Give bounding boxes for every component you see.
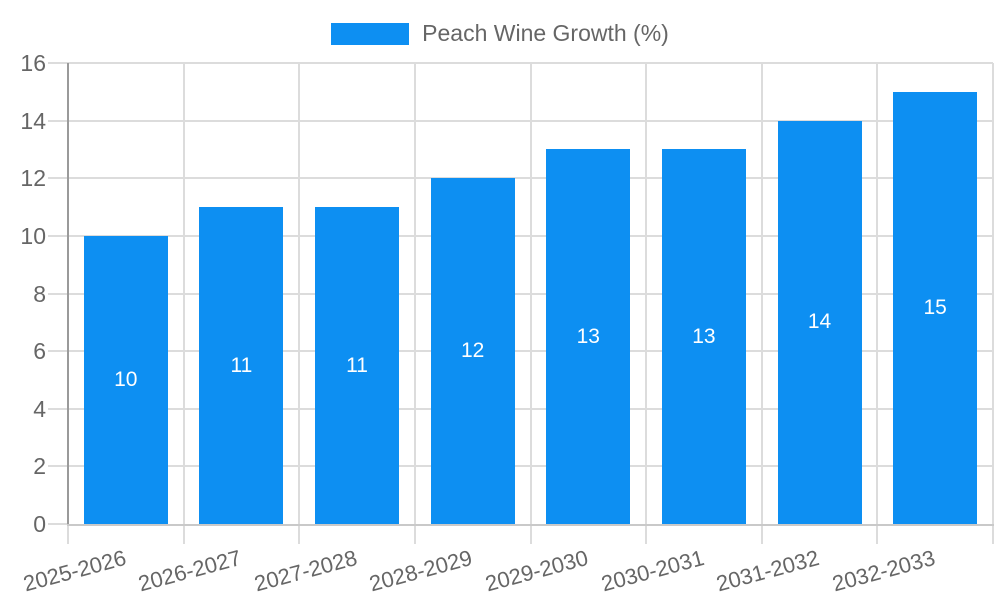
- x-axis-tick: [182, 524, 185, 544]
- y-axis-tick: [48, 465, 68, 468]
- y-axis-tick-label: 12: [20, 165, 46, 192]
- plot-area: 0 2 4 6 8 10 12 14 16 10 11 11 12 13 13 14 15 2025-2026 20…: [20, 50, 994, 596]
- y-axis-tick: [48, 523, 68, 525]
- bar[interactable]: 12: [430, 178, 515, 524]
- x-axis-label: 2026-2027: [135, 545, 244, 597]
- bar[interactable]: 11: [199, 207, 284, 524]
- bar[interactable]: 13: [661, 149, 746, 524]
- bar-value-label: 13: [576, 324, 600, 348]
- y-axis-tick: [48, 407, 68, 410]
- y-axis-tick: [48, 234, 68, 237]
- bar[interactable]: 10: [83, 235, 168, 524]
- x-gridline: [992, 63, 994, 524]
- x-axis-label: 2027-2028: [251, 545, 360, 597]
- y-axis-tick: [48, 292, 68, 295]
- x-axis-label: 2028-2029: [367, 545, 476, 597]
- bar-value-label: 15: [923, 295, 947, 319]
- bar-value-label: 11: [346, 353, 368, 377]
- x-axis-tick: [529, 524, 532, 544]
- y-axis-tick-label: 8: [33, 280, 46, 307]
- bar[interactable]: 13: [546, 149, 631, 524]
- y-axis-tick: [48, 177, 68, 180]
- bar-value-label: 10: [114, 367, 138, 391]
- x-gridline: [876, 63, 879, 524]
- x-axis-label: 2031-2032: [713, 545, 823, 597]
- x-axis-label: 2025-2026: [20, 545, 129, 597]
- x-gridline: [298, 63, 301, 524]
- bar[interactable]: 14: [777, 120, 862, 524]
- y-axis-tick-label: 4: [33, 395, 46, 422]
- x-axis-tick: [760, 524, 763, 544]
- x-axis-tick: [645, 524, 648, 544]
- x-gridline: [760, 63, 763, 524]
- y-axis-tick-label: 6: [33, 338, 46, 365]
- x-axis-label: 2029-2030: [482, 545, 591, 597]
- y-axis-tick: [48, 62, 68, 64]
- x-axis-tick: [876, 524, 879, 544]
- x-axis-line: [67, 524, 994, 526]
- x-gridline: [413, 63, 416, 524]
- bar[interactable]: 11: [315, 207, 400, 524]
- y-axis-tick-label: 16: [20, 50, 46, 76]
- x-gridline: [645, 63, 648, 524]
- x-axis-tick: [992, 524, 994, 544]
- y-axis-tick-label: 0: [33, 511, 46, 537]
- x-axis-tick: [298, 524, 301, 544]
- x-axis-label: 2032-2033: [829, 545, 938, 597]
- x-gridline: [182, 63, 185, 524]
- x-axis-tick: [413, 524, 416, 544]
- x-gridline: [529, 63, 532, 524]
- x-axis-tick: [67, 524, 69, 544]
- y-axis-tick-label: 2: [33, 453, 46, 480]
- bar-value-label: 14: [807, 310, 832, 334]
- y-axis-line: [67, 63, 69, 526]
- bar-value-label: 11: [230, 353, 253, 377]
- legend-label: Peach Wine Growth (%): [422, 20, 669, 46]
- bar-value-label: 13: [692, 324, 716, 348]
- y-axis-tick: [48, 350, 68, 353]
- y-axis-tick: [48, 119, 68, 122]
- y-axis-tick-label: 14: [20, 107, 46, 134]
- x-axis-label: 2030-2031: [598, 545, 707, 597]
- y-axis-tick-label: 10: [20, 222, 46, 249]
- bar[interactable]: 15: [893, 91, 978, 524]
- bar-value-label: 12: [461, 339, 485, 363]
- chart-legend[interactable]: Peach Wine Growth (%): [0, 20, 1000, 47]
- legend-swatch[interactable]: [331, 22, 410, 45]
